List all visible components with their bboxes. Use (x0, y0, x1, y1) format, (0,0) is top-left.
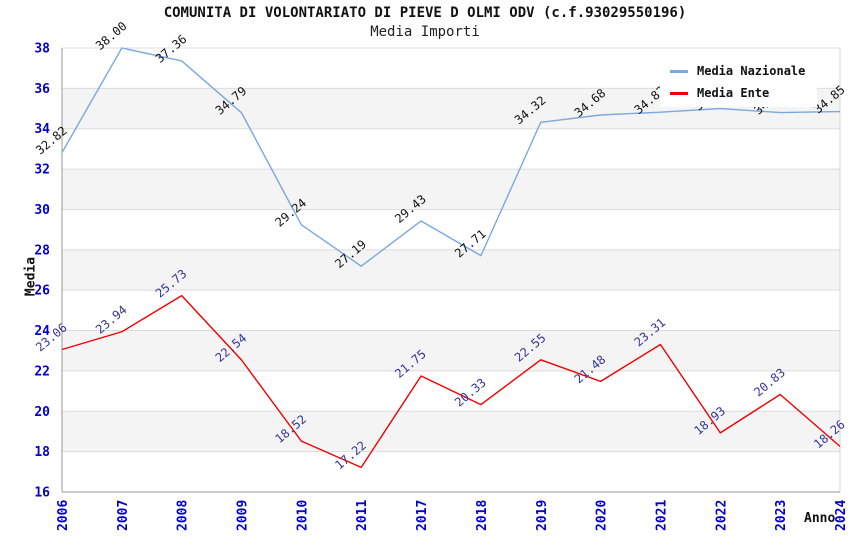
y-tick-label: 16 (34, 486, 50, 501)
series-line-media-ente (61, 294, 841, 469)
x-tick-label: 2019 (535, 500, 550, 531)
legend: Media Nazionale Media Ente (660, 57, 818, 107)
x-tick-label: 2017 (415, 500, 430, 531)
x-tick-label: 2007 (116, 500, 131, 531)
y-axis-title: Media (23, 256, 39, 297)
chart-subtitle: Media Importi (370, 24, 480, 40)
x-tick-label: 2011 (355, 500, 370, 531)
x-tick-label: 2021 (654, 500, 669, 531)
x-tick-label: 2008 (176, 500, 191, 531)
legend-item-media-ente: Media Ente (670, 86, 805, 100)
y-tick-label: 36 (34, 82, 50, 97)
x-tick-label: 2018 (475, 500, 490, 531)
x-tick-label: 2009 (236, 500, 251, 531)
y-tick-label: 30 (34, 203, 50, 218)
y-tick-label: 24 (34, 324, 50, 339)
x-tick-label: 2006 (56, 500, 71, 531)
y-tick-label: 20 (34, 405, 50, 420)
y-tick-label: 34 (34, 122, 50, 137)
x-tick-label: 2024 (834, 500, 849, 531)
point-label: 20.33 (452, 376, 489, 410)
legend-item-media-nazionale: Media Nazionale (670, 64, 805, 78)
legend-swatch-icon (670, 91, 688, 95)
legend-label: Media Ente (697, 86, 770, 100)
grid-band (62, 169, 840, 210)
chart-title: COMUNITA DI VOLONTARIATO DI PIEVE D OLMI… (163, 5, 687, 21)
y-tick-label: 26 (34, 284, 50, 299)
y-tick-label: 28 (34, 243, 50, 258)
x-tick-label: 2010 (295, 500, 310, 531)
x-tick-label: 2023 (774, 500, 789, 531)
legend-label: Media Nazionale (697, 64, 806, 78)
series-line-media-nazionale (61, 47, 841, 267)
x-axis-title: Anno (804, 511, 836, 526)
y-tick-label: 32 (34, 163, 50, 178)
x-tick-label: 2022 (714, 500, 729, 531)
x-tick-label: 2020 (595, 500, 610, 531)
grid-band (62, 330, 840, 371)
legend-swatch-icon (670, 69, 688, 73)
grid-band (62, 249, 840, 291)
y-tick-label: 22 (34, 364, 50, 379)
y-tick-label: 38 (34, 42, 50, 57)
y-tick-label: 18 (34, 445, 50, 460)
